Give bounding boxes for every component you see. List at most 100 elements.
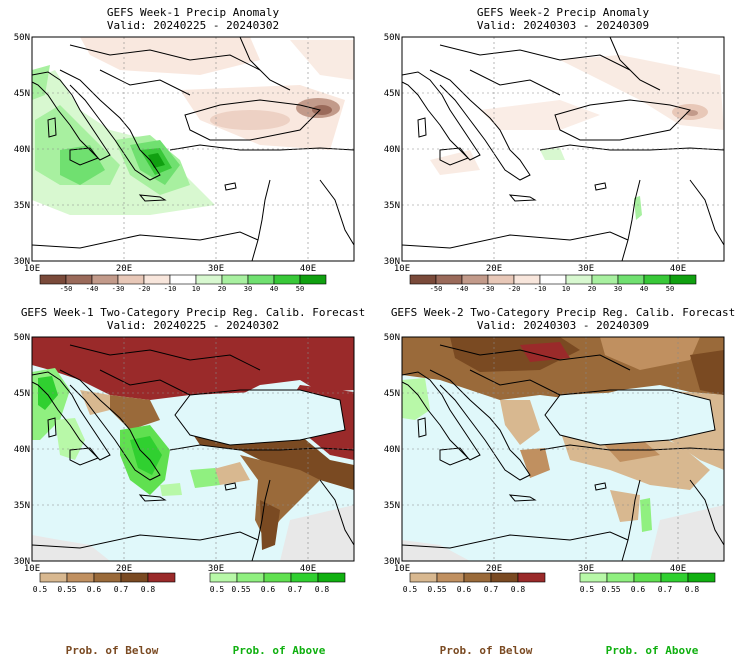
above-probability-shading xyxy=(402,378,652,532)
colorbar-labels: -50 -40 -30 -20 -10 10 20 30 40 50 xyxy=(60,285,305,293)
colorbar-swatch xyxy=(409,274,437,285)
below-colorbar-labels: 0.5 0.55 0.6 0.7 0.8 xyxy=(33,585,156,594)
lat-label: 45N xyxy=(14,89,30,99)
colorbar-swatch xyxy=(299,274,327,285)
panel-title: GEFS Week-2 Two-Category Precip Reg. Cal… xyxy=(391,306,735,319)
lat-label: 45N xyxy=(384,389,400,399)
lon-label: 30E xyxy=(578,564,594,574)
colorbar-label: 0.8 xyxy=(315,585,330,594)
lat-label: 30N xyxy=(384,257,400,267)
above-colorbar xyxy=(579,572,716,583)
map-frame xyxy=(31,36,355,262)
colorbar-swatch xyxy=(117,274,145,285)
lon-label: 30E xyxy=(208,564,224,574)
colorbar-swatch xyxy=(669,274,697,285)
colorbar-swatch xyxy=(236,572,265,583)
colorbar-swatch xyxy=(513,274,541,285)
colorbar-swatch xyxy=(539,274,567,285)
colorbar-label: 0.8 xyxy=(685,585,700,594)
anomaly-wet-shading xyxy=(540,148,642,220)
lon-label: 40E xyxy=(300,564,316,574)
panel-week2-anomaly: GEFS Week-2 Precip Anomaly Valid: 202403… xyxy=(384,6,725,293)
map-area xyxy=(32,37,354,261)
colorbar-label: 0.7 xyxy=(658,585,673,594)
lon-label: 20E xyxy=(116,564,132,574)
panel-title: GEFS Week-2 Precip Anomaly xyxy=(477,6,650,19)
legend-above-left: Prob. of Above xyxy=(233,644,326,657)
missing-area xyxy=(32,535,110,561)
lat-labels: 50N 45N 40N 35N 30N xyxy=(14,33,30,267)
lon-label: 10E xyxy=(394,264,410,274)
colorbar-label: 40 xyxy=(270,285,278,293)
colorbar-label: -20 xyxy=(138,285,151,293)
colorbar-label: 0.7 xyxy=(114,585,129,594)
colorbar-label: -40 xyxy=(86,285,99,293)
coastlines-borders xyxy=(31,36,355,262)
colorbar-swatch xyxy=(143,274,171,285)
panel-valid-range: Valid: 20240303 - 20240309 xyxy=(477,319,649,332)
panel-title: GEFS Week-1 Two-Category Precip Reg. Cal… xyxy=(21,306,365,319)
colorbar-label: 20 xyxy=(218,285,226,293)
colorbar-label: 50 xyxy=(296,285,304,293)
above-colorbar xyxy=(209,572,346,583)
anomaly-dry-shading xyxy=(80,37,354,150)
colorbar-swatch xyxy=(66,572,95,583)
colorbar-label: 0.5 xyxy=(33,585,48,594)
lon-label: 10E xyxy=(24,264,40,274)
colorbar-swatch xyxy=(65,274,93,285)
lat-label: 50N xyxy=(14,33,30,43)
colorbar-label: 50 xyxy=(666,285,674,293)
black-sea xyxy=(545,390,715,445)
colorbar-swatch xyxy=(606,572,635,583)
anomaly-colorbar xyxy=(409,274,697,285)
map-frame xyxy=(31,336,355,562)
lon-label: 40E xyxy=(670,564,686,574)
colorbar-swatch xyxy=(660,572,689,583)
colorbar-swatch xyxy=(93,572,122,583)
colorbar-label: 10 xyxy=(192,285,200,293)
panel-valid-range: Valid: 20240225 - 20240302 xyxy=(107,19,279,32)
panel-week1-probability: GEFS Week-1 Two-Category Precip Reg. Cal… xyxy=(14,306,365,594)
lat-labels: 50N 45N 40N 35N 30N xyxy=(384,33,400,267)
colorbar-label: 0.55 xyxy=(57,585,76,594)
colorbar-label: -20 xyxy=(508,285,521,293)
lat-label: 45N xyxy=(14,389,30,399)
colorbar-swatch xyxy=(435,274,463,285)
colorbar-label: 0.7 xyxy=(484,585,499,594)
lon-label: 30E xyxy=(208,264,224,274)
colorbar-label: 0.6 xyxy=(631,585,646,594)
colorbar-label: 0.55 xyxy=(231,585,250,594)
lat-label: 50N xyxy=(384,33,400,43)
lat-label: 50N xyxy=(384,333,400,343)
lon-label: 10E xyxy=(24,564,40,574)
colorbar-swatch xyxy=(591,274,619,285)
lon-label: 20E xyxy=(486,564,502,574)
colorbar-label: 0.5 xyxy=(210,585,225,594)
missing-area xyxy=(280,505,354,561)
colorbar-label: 0.5 xyxy=(580,585,595,594)
colorbar-label: 0.7 xyxy=(288,585,303,594)
lon-label: 30E xyxy=(578,264,594,274)
colorbar-swatch xyxy=(273,274,301,285)
lat-label: 50N xyxy=(14,333,30,343)
gridlines xyxy=(402,37,724,261)
colorbar-label: -50 xyxy=(60,285,73,293)
legend-below-right: Prob. of Below xyxy=(440,644,533,657)
colorbar-label: -40 xyxy=(456,285,469,293)
gridlines xyxy=(402,337,724,561)
colorbar-label: -10 xyxy=(534,285,547,293)
missing-area xyxy=(402,540,470,561)
colorbar-label: -30 xyxy=(482,285,495,293)
lat-label: 30N xyxy=(384,557,400,567)
colorbar-swatch xyxy=(461,274,489,285)
colorbar-label: 40 xyxy=(640,285,648,293)
lat-label: 40N xyxy=(14,145,30,155)
colorbar-swatch xyxy=(39,572,68,583)
below-colorbar xyxy=(409,572,546,583)
coastlines-borders xyxy=(401,36,725,262)
colorbar-swatch xyxy=(317,572,346,583)
colorbar-swatch xyxy=(39,274,67,285)
anomaly-dry-shading xyxy=(430,55,724,175)
lat-label: 40N xyxy=(384,145,400,155)
